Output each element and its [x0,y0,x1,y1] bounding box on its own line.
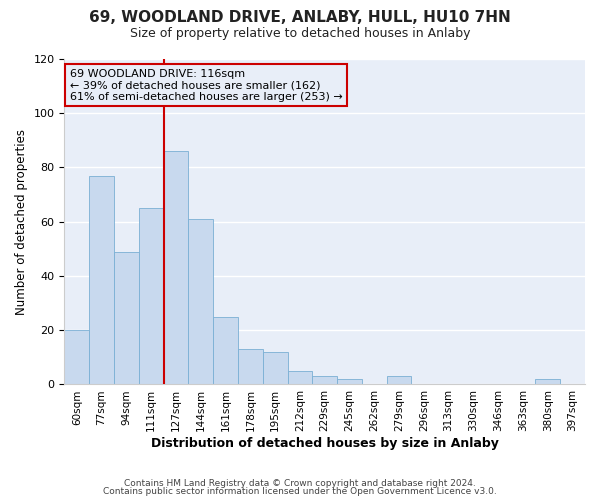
Text: Contains public sector information licensed under the Open Government Licence v3: Contains public sector information licen… [103,487,497,496]
Bar [89,176,114,384]
Bar [114,252,139,384]
Bar [287,371,313,384]
Bar [313,376,337,384]
X-axis label: Distribution of detached houses by size in Anlaby: Distribution of detached houses by size … [151,437,499,450]
Bar [386,376,412,384]
Bar [535,379,560,384]
Bar [188,219,213,384]
Bar [164,151,188,384]
Bar [139,208,164,384]
Y-axis label: Number of detached properties: Number of detached properties [15,128,28,314]
Bar [263,352,287,384]
Bar [64,330,89,384]
Text: Size of property relative to detached houses in Anlaby: Size of property relative to detached ho… [130,28,470,40]
Text: 69 WOODLAND DRIVE: 116sqm
← 39% of detached houses are smaller (162)
61% of semi: 69 WOODLAND DRIVE: 116sqm ← 39% of detac… [70,69,343,102]
Text: 69, WOODLAND DRIVE, ANLABY, HULL, HU10 7HN: 69, WOODLAND DRIVE, ANLABY, HULL, HU10 7… [89,10,511,25]
Bar [238,349,263,384]
Text: Contains HM Land Registry data © Crown copyright and database right 2024.: Contains HM Land Registry data © Crown c… [124,478,476,488]
Bar [337,379,362,384]
Bar [213,316,238,384]
